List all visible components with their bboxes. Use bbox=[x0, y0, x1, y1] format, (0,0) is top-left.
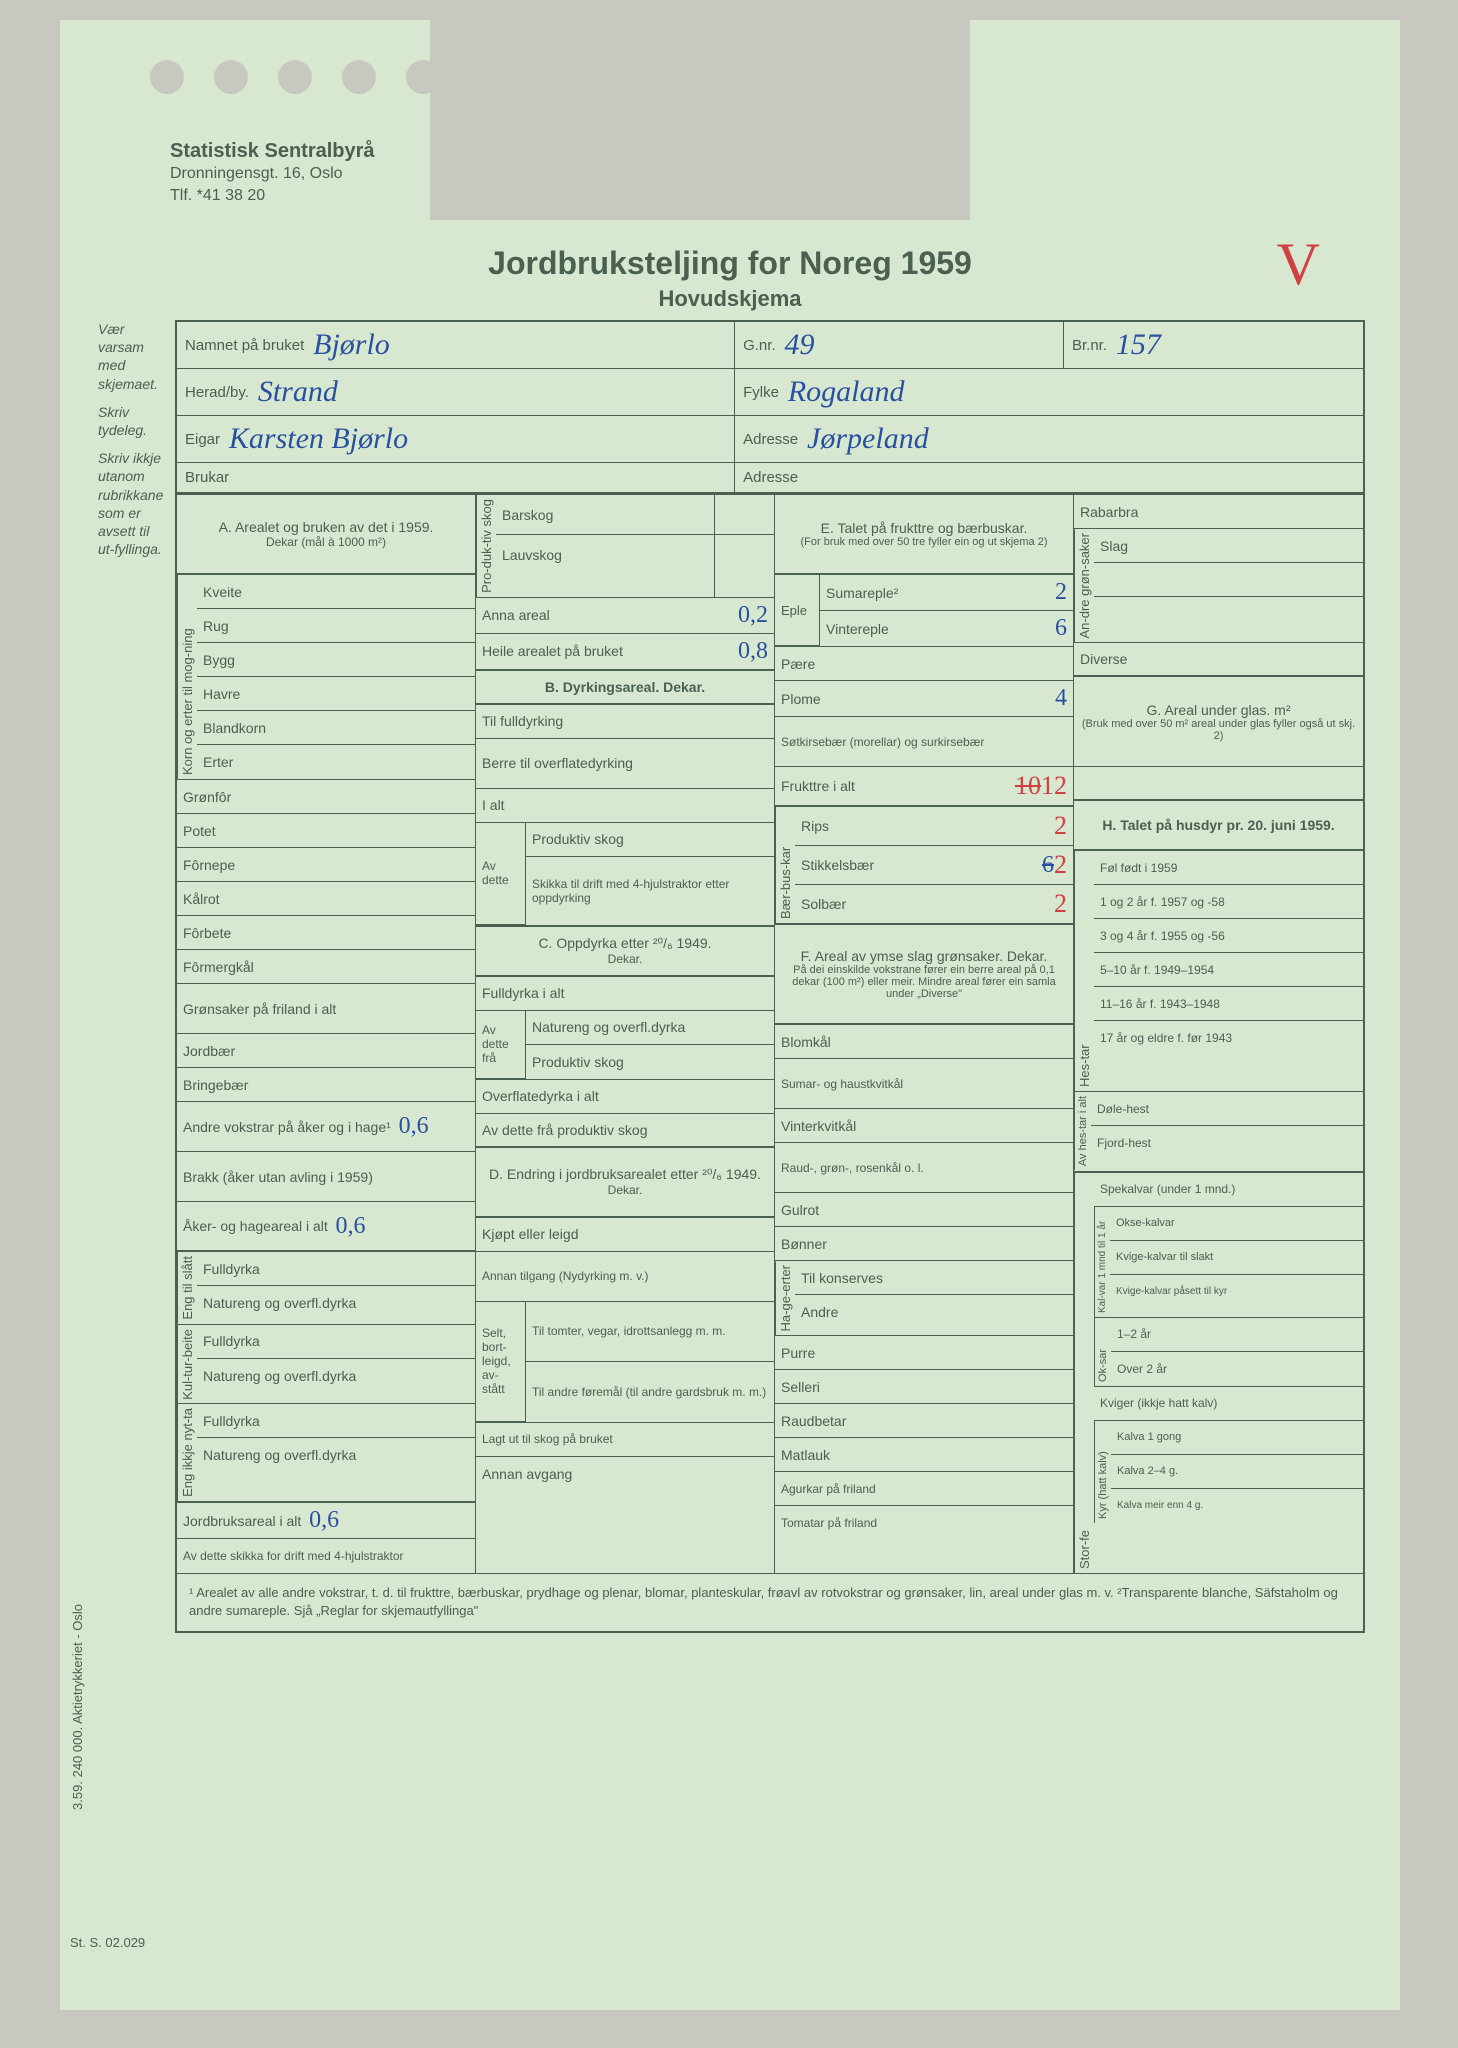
brnr-value: 157 bbox=[1116, 328, 1161, 362]
org-phone: Tlf. *41 38 20 bbox=[170, 185, 375, 207]
row-herad: Herad/by. Strand Fylke Rogaland bbox=[177, 369, 1363, 416]
adresse-value: Jørpeland bbox=[807, 422, 929, 456]
form-page: Statistisk Sentralbyrå Dronningensgt. 16… bbox=[60, 20, 1400, 2010]
jordbruk-val: 0,6 bbox=[309, 1507, 339, 1534]
row-namnet: Namnet på bruket Bjørlo G.nr. 49 Br.nr. … bbox=[177, 322, 1363, 369]
main-grid: A. Arealet og bruken av det i 1959. Deka… bbox=[177, 493, 1363, 1573]
herad-value: Strand bbox=[258, 375, 338, 409]
heile-val: 0,8 bbox=[738, 638, 768, 665]
footnote: ¹ Arealet av alle andre vokstrar, t. d. … bbox=[177, 1573, 1363, 1630]
gnr-value: 49 bbox=[785, 328, 815, 362]
title-sub: Hovudskjema bbox=[60, 286, 1400, 312]
org-header: Statistisk Sentralbyrå Dronningensgt. 16… bbox=[170, 140, 375, 208]
andre-val: 0,6 bbox=[399, 1113, 429, 1140]
anna-val: 0,2 bbox=[738, 602, 768, 629]
org-address: Dronningensgt. 16, Oslo bbox=[170, 163, 375, 185]
torn-corner bbox=[430, 20, 970, 220]
title-main: Jordbruksteljing for Noreg 1959 bbox=[60, 245, 1400, 282]
fylke-value: Rogaland bbox=[788, 375, 905, 409]
row-brukar: Brukar Adresse bbox=[177, 463, 1363, 493]
row-eigar: Eigar Karsten Bjørlo Adresse Jørpeland bbox=[177, 416, 1363, 463]
print-info: 3.59. 240 000. Aktietrykkeriet - Oslo bbox=[70, 1604, 85, 1810]
red-checkmark: V bbox=[1277, 230, 1320, 299]
side-instructions: Vær varsam med skjemaet. Skriv tydeleg. … bbox=[98, 320, 168, 568]
eigar-value: Karsten Bjørlo bbox=[229, 422, 408, 456]
org-name: Statistisk Sentralbyrå bbox=[170, 140, 375, 163]
form-code: St. S. 02.029 bbox=[70, 1935, 145, 1950]
farm-name: Bjørlo bbox=[313, 328, 390, 362]
main-form: Namnet på bruket Bjørlo G.nr. 49 Br.nr. … bbox=[175, 320, 1365, 1633]
aker-val: 0,6 bbox=[336, 1213, 366, 1240]
form-title: Jordbruksteljing for Noreg 1959 Hovudskj… bbox=[60, 245, 1400, 312]
